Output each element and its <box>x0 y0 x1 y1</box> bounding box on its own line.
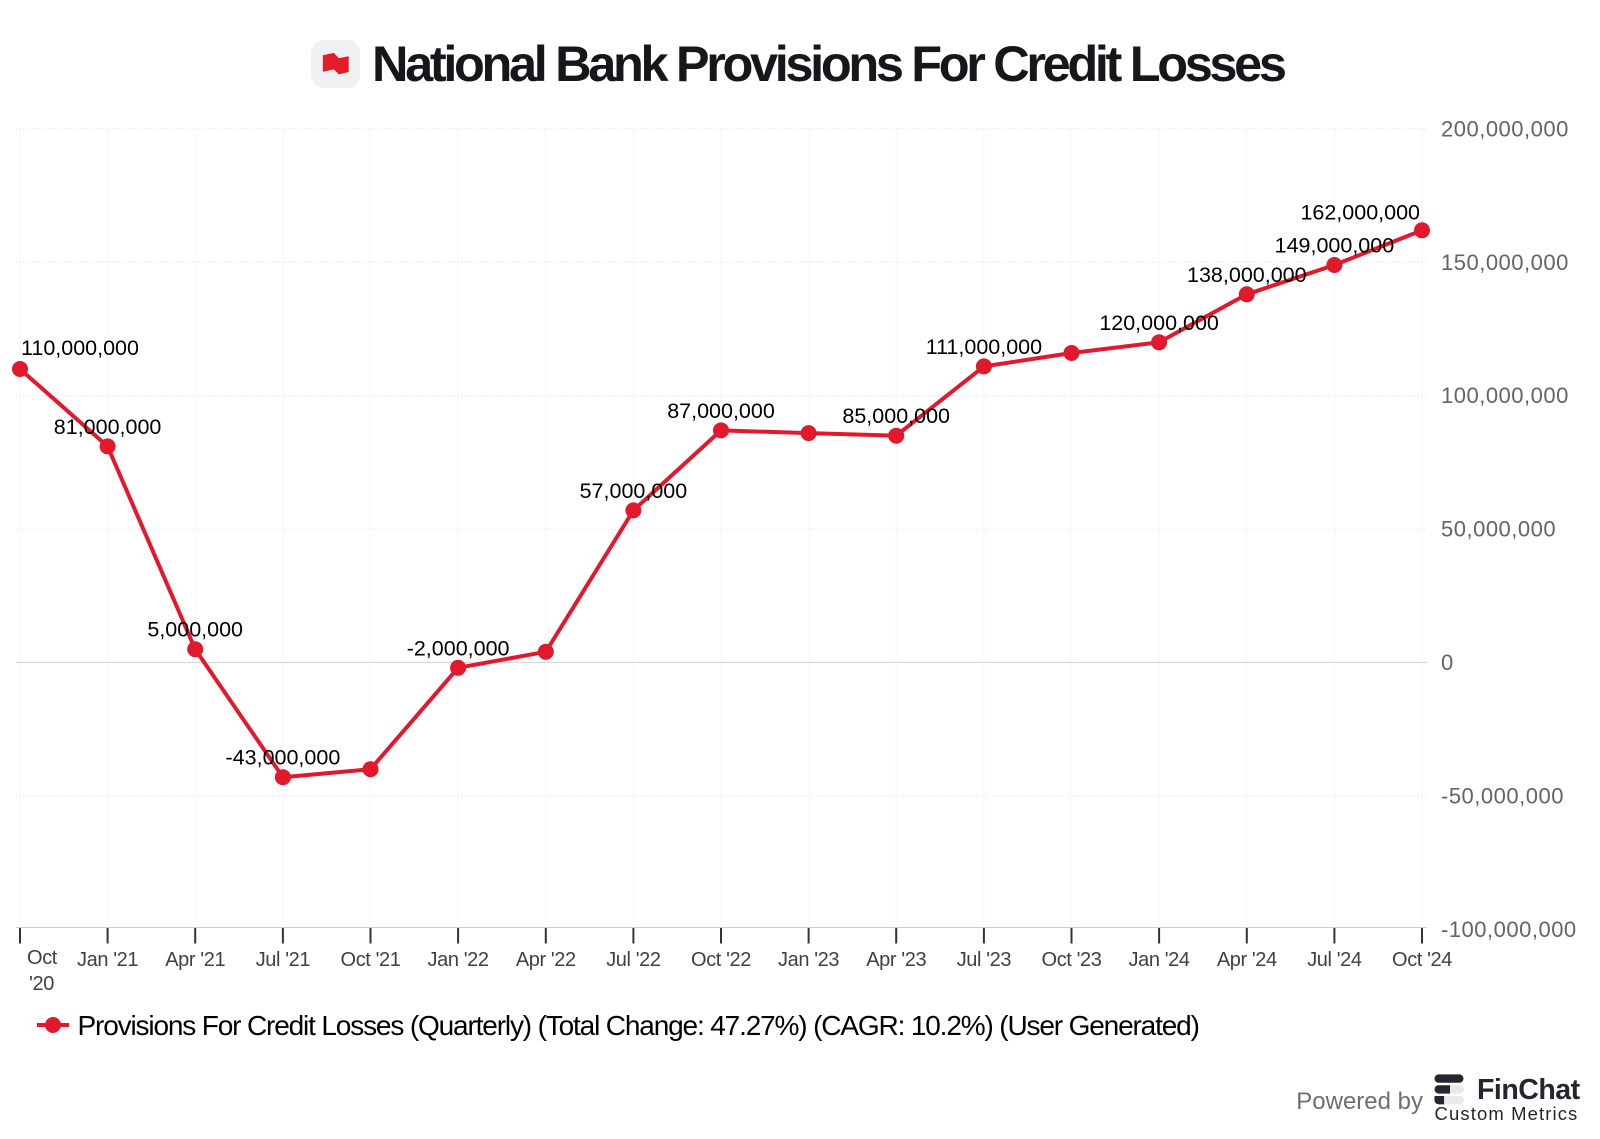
svg-text:Oct: Oct <box>27 947 58 969</box>
svg-text:Apr '21: Apr '21 <box>165 949 225 971</box>
svg-text:-50,000,000: -50,000,000 <box>1441 783 1564 808</box>
svg-text:Oct '24: Oct '24 <box>1392 949 1452 971</box>
svg-text:Jan '22: Jan '22 <box>428 949 489 971</box>
svg-text:85,000,000: 85,000,000 <box>842 404 950 428</box>
svg-text:Jan '21: Jan '21 <box>77 949 138 971</box>
svg-text:81,000,000: 81,000,000 <box>54 415 162 439</box>
svg-text:-43,000,000: -43,000,000 <box>226 746 341 770</box>
svg-text:Oct '21: Oct '21 <box>341 949 401 971</box>
svg-text:Apr '24: Apr '24 <box>1217 949 1277 971</box>
svg-text:57,000,000: 57,000,000 <box>580 479 688 503</box>
svg-text:0: 0 <box>1441 650 1454 675</box>
svg-text:149,000,000: 149,000,000 <box>1275 234 1395 258</box>
svg-text:Jul '22: Jul '22 <box>606 949 661 971</box>
svg-text:200,000,000: 200,000,000 <box>1441 116 1569 141</box>
svg-text:Jul '21: Jul '21 <box>256 949 311 971</box>
svg-text:Apr '22: Apr '22 <box>516 949 576 971</box>
svg-text:FinChat: FinChat <box>1477 1074 1581 1106</box>
svg-text:Oct '22: Oct '22 <box>691 949 751 971</box>
svg-text:87,000,000: 87,000,000 <box>667 399 775 423</box>
svg-text:Jan '23: Jan '23 <box>778 949 839 971</box>
svg-text:50,000,000: 50,000,000 <box>1441 517 1556 542</box>
svg-text:120,000,000: 120,000,000 <box>1099 311 1219 335</box>
svg-text:162,000,000: 162,000,000 <box>1300 200 1420 224</box>
svg-text:-100,000,000: -100,000,000 <box>1441 917 1577 942</box>
svg-text:-2,000,000: -2,000,000 <box>407 636 510 660</box>
svg-text:Powered by: Powered by <box>1296 1088 1423 1115</box>
svg-text:Provisions For Credit Losses (: Provisions For Credit Losses (Quarterly)… <box>78 1010 1199 1041</box>
svg-text:Jul '23: Jul '23 <box>957 949 1012 971</box>
svg-text:111,000,000: 111,000,000 <box>926 335 1042 359</box>
svg-text:National Bank Provisions For C: National Bank Provisions For Credit Loss… <box>372 35 1286 92</box>
svg-text:138,000,000: 138,000,000 <box>1187 263 1307 287</box>
svg-text:Oct '23: Oct '23 <box>1042 949 1102 971</box>
svg-text:150,000,000: 150,000,000 <box>1441 250 1569 275</box>
svg-text:Custom Metrics: Custom Metrics <box>1435 1103 1579 1124</box>
svg-text:Jan '24: Jan '24 <box>1129 949 1190 971</box>
svg-text:Jul '24: Jul '24 <box>1307 949 1362 971</box>
svg-text:5,000,000: 5,000,000 <box>147 618 243 642</box>
svg-text:110,000,000: 110,000,000 <box>21 336 139 360</box>
svg-text:Apr '23: Apr '23 <box>866 949 926 971</box>
svg-text:100,000,000: 100,000,000 <box>1441 383 1569 408</box>
svg-text:'20: '20 <box>29 973 54 995</box>
